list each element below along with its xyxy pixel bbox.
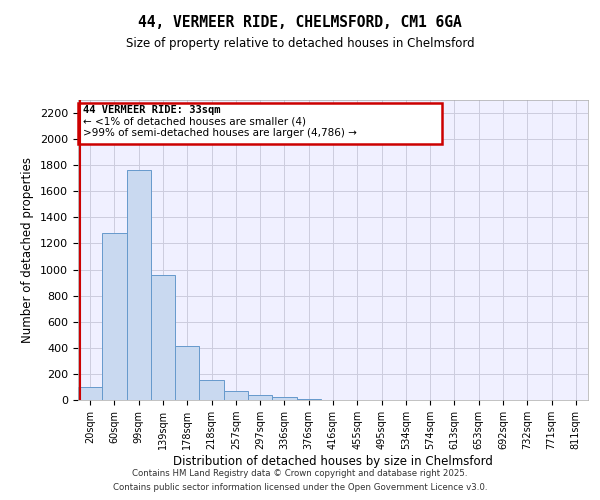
Text: >99% of semi-detached houses are larger (4,786) →: >99% of semi-detached houses are larger … xyxy=(83,128,357,138)
Bar xyxy=(272,398,296,400)
Bar xyxy=(175,346,199,400)
Bar xyxy=(78,387,102,400)
Text: Contains public sector information licensed under the Open Government Licence v3: Contains public sector information licen… xyxy=(113,484,487,492)
Bar xyxy=(199,380,224,400)
Y-axis label: Number of detached properties: Number of detached properties xyxy=(22,157,34,343)
Bar xyxy=(78,102,442,144)
X-axis label: Distribution of detached houses by size in Chelmsford: Distribution of detached houses by size … xyxy=(173,455,493,468)
Text: ← <1% of detached houses are smaller (4): ← <1% of detached houses are smaller (4) xyxy=(83,116,306,126)
Bar xyxy=(127,170,151,400)
Bar xyxy=(224,391,248,400)
Bar xyxy=(248,395,272,400)
Text: Size of property relative to detached houses in Chelmsford: Size of property relative to detached ho… xyxy=(125,38,475,51)
Bar xyxy=(151,275,175,400)
Text: 44 VERMEER RIDE: 33sqm: 44 VERMEER RIDE: 33sqm xyxy=(83,104,220,115)
Text: 44, VERMEER RIDE, CHELMSFORD, CM1 6GA: 44, VERMEER RIDE, CHELMSFORD, CM1 6GA xyxy=(138,15,462,30)
Text: Contains HM Land Registry data © Crown copyright and database right 2025.: Contains HM Land Registry data © Crown c… xyxy=(132,468,468,477)
Bar xyxy=(102,233,127,400)
